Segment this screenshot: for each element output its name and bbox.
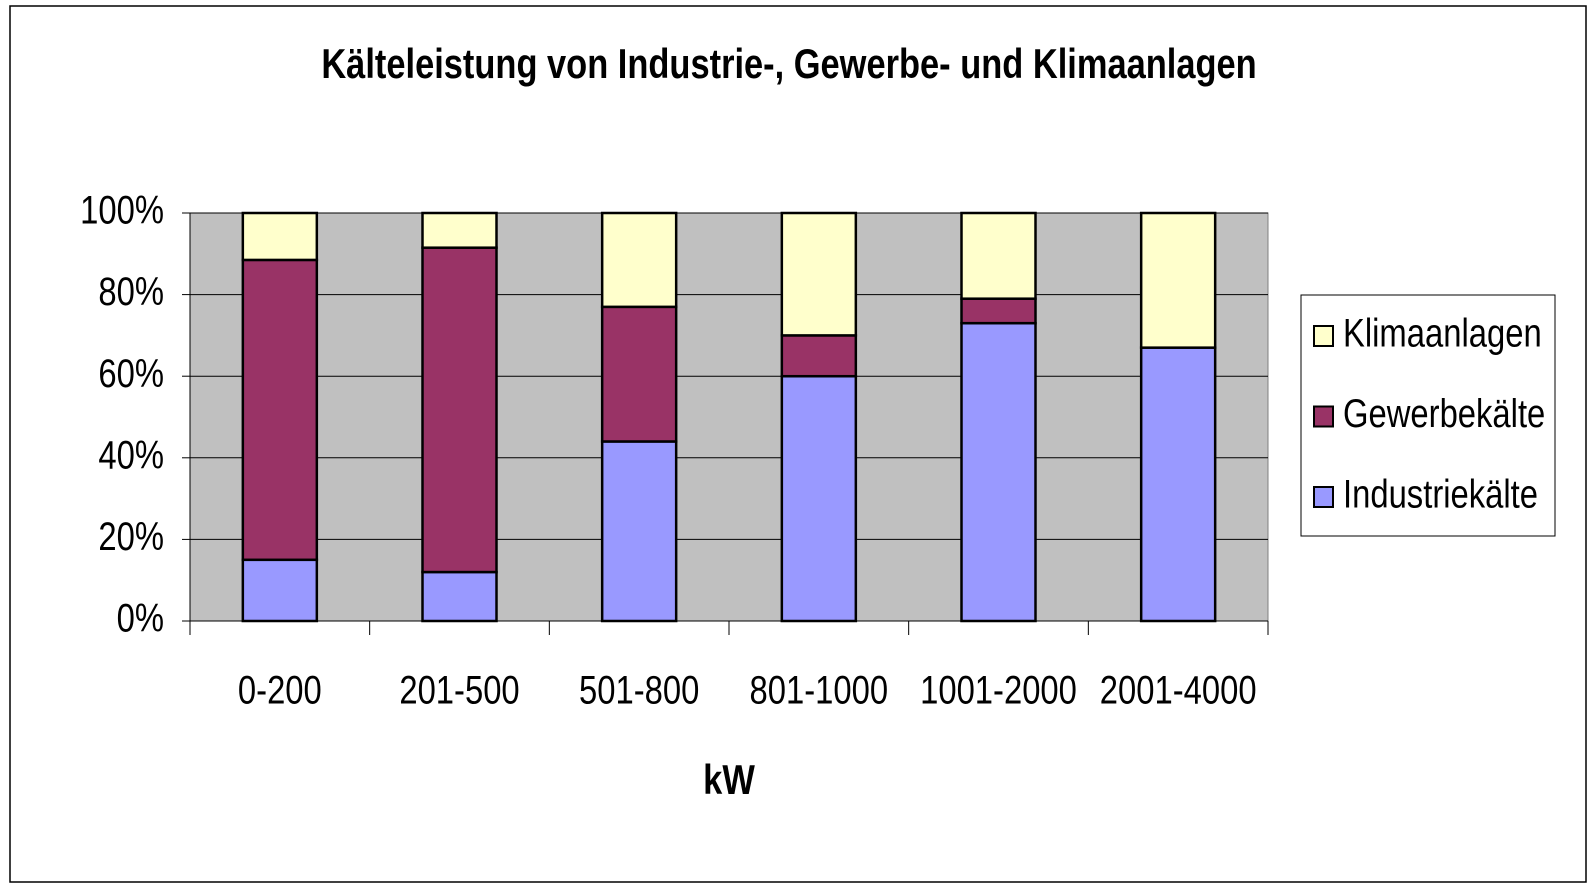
x-tick-label: 201-500 — [399, 667, 519, 712]
legend-swatch — [1313, 405, 1334, 428]
bar-segment — [421, 570, 498, 623]
x-tick-label: 1001-2000 — [920, 667, 1077, 712]
bar-segment — [1139, 211, 1217, 349]
y-tick-label: 0% — [117, 595, 164, 640]
bar-segment — [960, 321, 1037, 623]
bar-segment — [780, 374, 858, 623]
bar-segment — [241, 211, 319, 262]
bar-segment — [421, 211, 498, 249]
plot-area — [189, 212, 1269, 622]
legend-label: Industriekälte — [1343, 471, 1538, 516]
bar-segment — [1139, 346, 1217, 623]
x-axis-label: kW — [703, 757, 755, 804]
bar-segment — [241, 558, 319, 623]
y-tick-label: 20% — [98, 514, 164, 559]
bar-segment — [600, 211, 678, 309]
bar-segment — [960, 211, 1037, 300]
legend-swatch — [1313, 325, 1334, 347]
y-tick-label: 60% — [98, 351, 164, 396]
legend-swatch — [1313, 486, 1334, 508]
bar-segment — [960, 297, 1037, 325]
y-tick-label: 100% — [80, 187, 164, 232]
chart-title: Kälteleistung von Industrie-, Gewerbe- u… — [321, 41, 1256, 88]
x-tick-label: 0-200 — [238, 667, 322, 712]
bar-segment — [780, 211, 858, 337]
y-tick-label: 40% — [98, 432, 164, 477]
bar-segment — [600, 305, 678, 443]
legend-label: Gewerbekälte — [1343, 391, 1545, 436]
bar-segment — [600, 440, 678, 623]
x-tick-label: 501-800 — [579, 667, 699, 712]
bar-segment — [780, 334, 858, 378]
x-tick-label: 2001-4000 — [1100, 667, 1257, 712]
bar-segment — [241, 258, 319, 562]
y-tick-label: 80% — [98, 269, 164, 314]
x-tick-label: 801-1000 — [750, 667, 889, 712]
legend-label: Klimaanlagen — [1343, 310, 1542, 355]
bar-segment — [421, 246, 498, 574]
legend-box — [1300, 294, 1556, 537]
